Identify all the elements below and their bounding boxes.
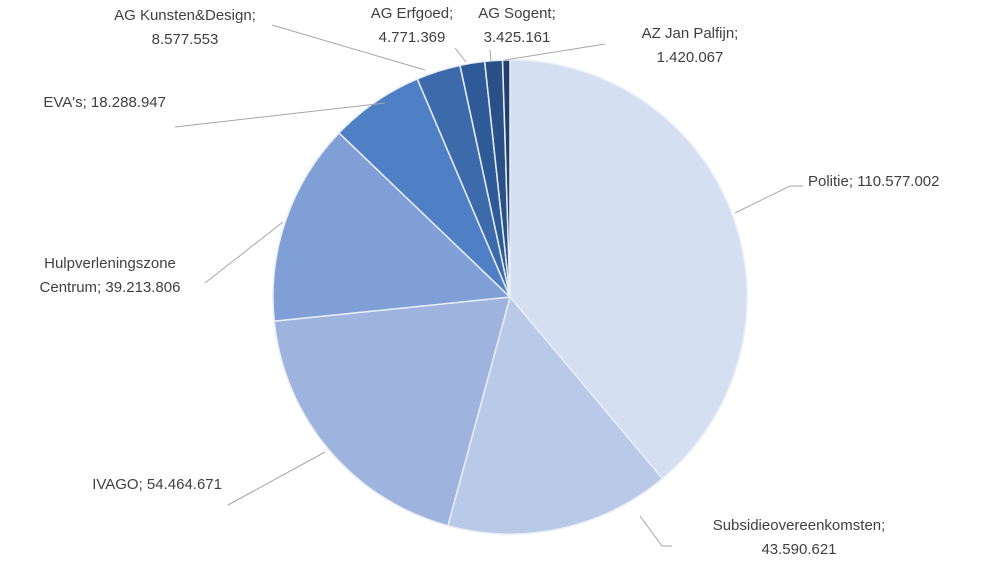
pie-slice	[446, 295, 664, 535]
leader-line	[454, 47, 467, 63]
data-label: Hulpverleningszone Centrum; 39.213.806	[40, 255, 181, 296]
pie-slice	[273, 296, 512, 527]
leader-line	[734, 185, 803, 214]
pie-slice	[272, 131, 512, 322]
leader-line	[271, 24, 426, 71]
leader-line	[227, 451, 326, 506]
data-label: AZ Jan Palfijn; 1.420.067	[642, 25, 739, 66]
leader-line	[174, 102, 386, 128]
data-label: IVAGO; 54.464.671	[92, 476, 222, 493]
pie-slice	[509, 59, 748, 480]
leader-line	[489, 49, 492, 63]
data-label: Politie; 110.577.002	[808, 173, 940, 190]
data-label: Subsidieovereenkomsten; 43.590.621	[713, 517, 886, 558]
data-label: AG Sogent; 3.425.161	[478, 5, 556, 46]
data-label: AG Erfgoed; 4.771.369	[371, 5, 454, 46]
data-label: EVA's; 18.288.947	[43, 94, 166, 111]
data-label: AG Kunsten&Design; 8.577.553	[114, 7, 256, 48]
leader-line	[204, 221, 284, 284]
leader-line	[504, 43, 606, 61]
leader-line	[639, 515, 672, 547]
